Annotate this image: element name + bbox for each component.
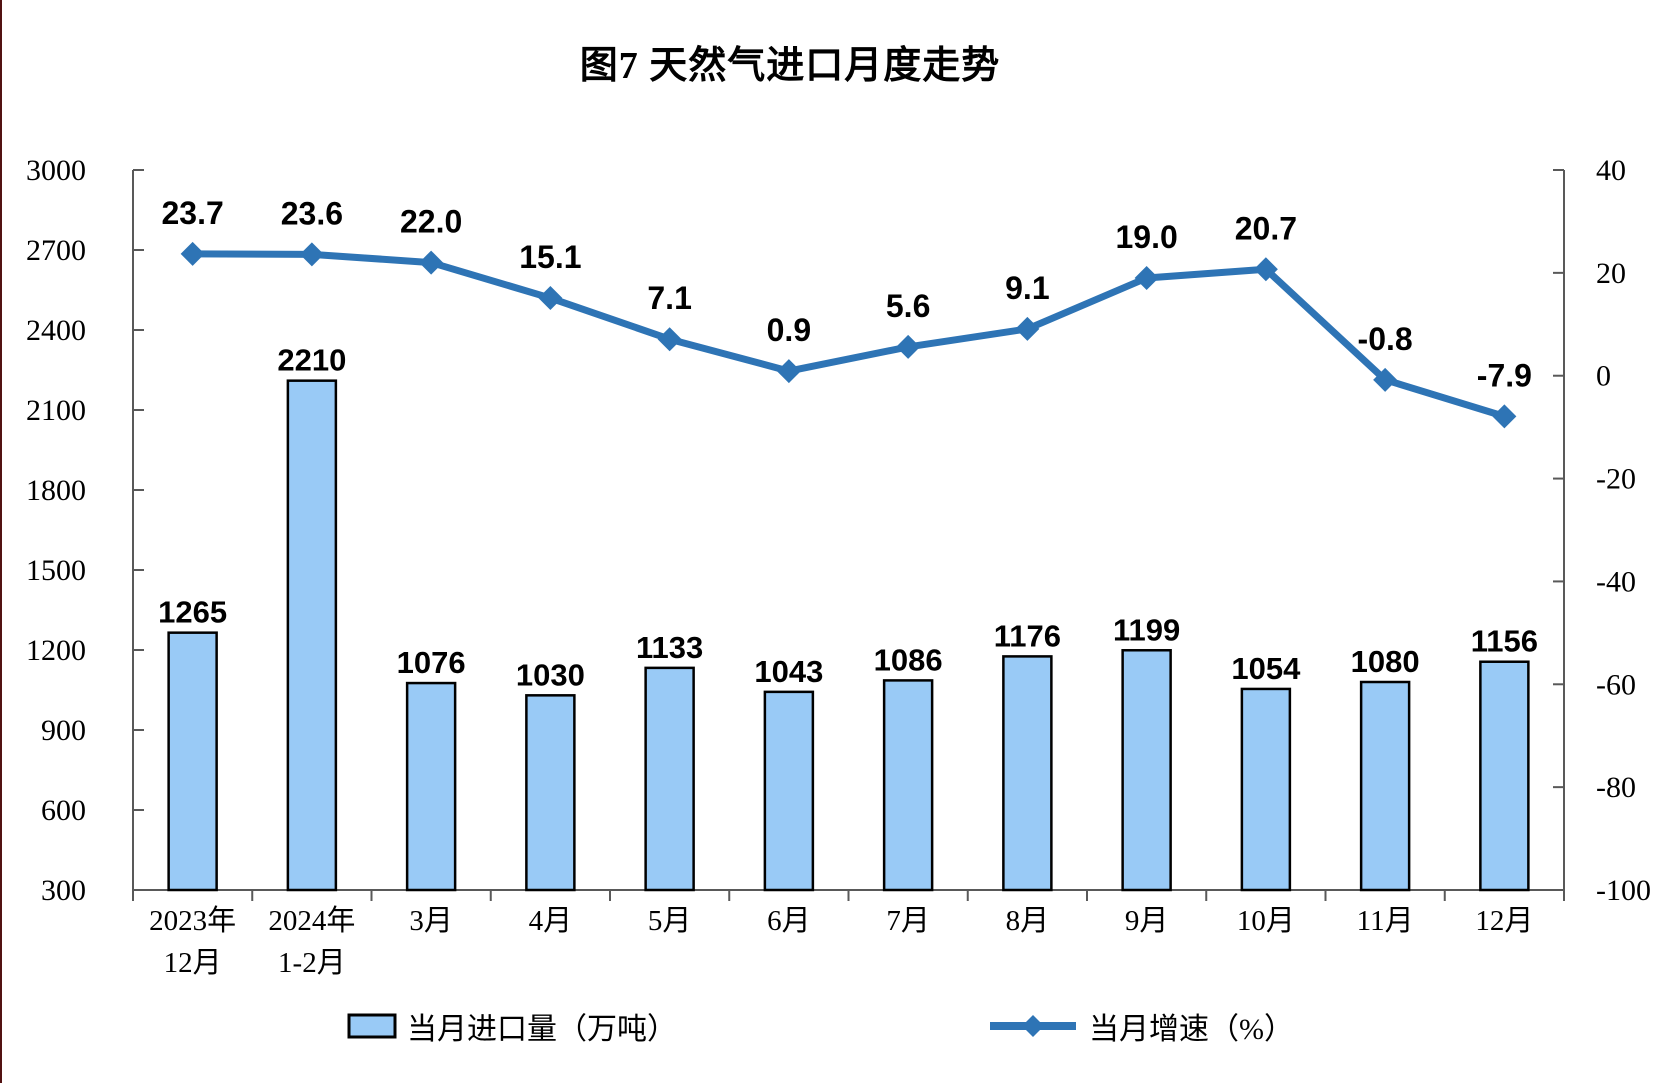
left-axis-tick-label: 3000 (26, 154, 86, 187)
x-axis-category-label: 3月 (409, 905, 453, 937)
bar-value-label: 1133 (636, 630, 703, 665)
bar (167, 631, 218, 892)
bar (1121, 649, 1172, 892)
bar (1359, 680, 1411, 892)
x-axis-category-label: 7月 (886, 905, 930, 937)
left-axis-tick-label: 2700 (26, 234, 86, 267)
growth-line-marker (1134, 266, 1159, 290)
bar (644, 666, 695, 892)
bar-value-label: 2210 (277, 343, 346, 378)
growth-value-label: 19.0 (1115, 219, 1177, 255)
right-axis-tick-label: -40 (1596, 565, 1636, 598)
growth-line-marker (1015, 316, 1040, 341)
x-axis-category-label: 8月 (1006, 905, 1050, 937)
growth-value-label: -7.9 (1477, 357, 1532, 393)
x-axis-category-label: 9月 (1125, 905, 1169, 937)
right-axis-tick-label: -80 (1596, 771, 1636, 804)
bar (1240, 687, 1292, 892)
bar-value-label: 1054 (1231, 651, 1301, 686)
bar-value-label: 1156 (1471, 624, 1538, 659)
bar-series-swatch-icon (347, 1013, 397, 1039)
x-axis-category-label: 6月 (767, 905, 811, 937)
growth-value-label: 23.7 (161, 195, 223, 231)
growth-value-label: 0.9 (767, 312, 811, 348)
growth-value-label: 5.6 (886, 288, 930, 324)
right-axis-tick-label: -20 (1596, 463, 1636, 496)
growth-value-label: 9.1 (1005, 270, 1049, 306)
growth-value-label: 22.0 (400, 204, 462, 240)
growth-line-marker (538, 286, 563, 311)
x-axis-category-label: 5月 (648, 905, 692, 937)
left-axis-tick-label: 1200 (26, 634, 86, 667)
x-axis-category-label: 4月 (529, 905, 573, 937)
growth-line-marker (180, 241, 205, 266)
x-axis-category-label: 12月 (164, 947, 222, 979)
bar-value-label: 1076 (397, 645, 466, 680)
bar (763, 690, 815, 892)
bar (405, 681, 457, 892)
x-axis-category-label: 10月 (1237, 905, 1295, 937)
page-left-border (0, 0, 2, 1083)
chart-title: 图7 天然气进口月度走势 (579, 45, 1001, 87)
growth-value-label: 7.1 (647, 280, 691, 316)
left-axis-tick-label: 2400 (26, 314, 86, 347)
left-axis-tick-label: 2100 (26, 394, 86, 427)
growth-value-label: 23.6 (281, 195, 343, 231)
growth-line (189, 250, 1508, 420)
left-axis-tick-label: 1500 (26, 554, 86, 587)
growth-value-label: -0.8 (1358, 321, 1413, 357)
x-axis-category-label: 2024年 (268, 904, 355, 937)
growth-line-marker (1492, 404, 1517, 429)
growth-line-marker (1253, 257, 1278, 282)
x-axis-category-label: 2023年 (149, 904, 236, 937)
left-axis-tick-label: 300 (41, 874, 86, 907)
growth-line-marker (1373, 367, 1398, 392)
left-axis-tick-label: 1800 (26, 474, 86, 507)
bar (525, 694, 576, 892)
bar-value-label: 1265 (158, 595, 227, 630)
legend-item-growth: 当月增速（%） (986, 1004, 1294, 1048)
growth-line-marker (657, 327, 682, 352)
bar-value-label: 1176 (994, 618, 1061, 653)
bar (286, 379, 338, 892)
right-axis-tick-label: 0 (1596, 360, 1611, 393)
line-series-swatch-icon (990, 1015, 1076, 1037)
growth-value-label: 20.7 (1235, 210, 1297, 246)
x-axis-category-label: 1-2月 (278, 947, 346, 979)
left-axis-tick-label: 600 (41, 794, 86, 827)
right-axis-tick-label: -100 (1596, 874, 1651, 907)
growth-line-marker (776, 359, 801, 384)
legend-label-growth: 当月增速（%） (1089, 1013, 1294, 1046)
bar-value-label: 1030 (516, 657, 585, 692)
bar (882, 679, 934, 892)
left-axis-tick-label: 900 (41, 714, 86, 747)
bar-value-label: 1086 (874, 642, 943, 677)
right-axis-tick-label: -60 (1596, 668, 1636, 701)
growth-line-marker (299, 242, 324, 267)
growth-line-marker (896, 334, 921, 359)
bar-value-label: 1080 (1351, 644, 1420, 679)
bar (1479, 660, 1530, 892)
legend-label-imports: 当月进口量（万吨） (407, 1013, 677, 1046)
right-axis-tick-label: 40 (1596, 154, 1626, 187)
bar-value-label: 1199 (1113, 612, 1180, 647)
x-axis-category-label: 12月 (1475, 905, 1533, 937)
growth-value-label: 15.1 (519, 239, 581, 275)
x-axis-category-label: 11月 (1357, 905, 1414, 937)
bar (1002, 655, 1053, 892)
right-axis-tick-label: 20 (1596, 257, 1626, 290)
growth-line-marker (419, 250, 444, 275)
bar-value-label: 1043 (754, 654, 823, 689)
legend-item-imports: 当月进口量（万吨） (346, 1004, 677, 1048)
